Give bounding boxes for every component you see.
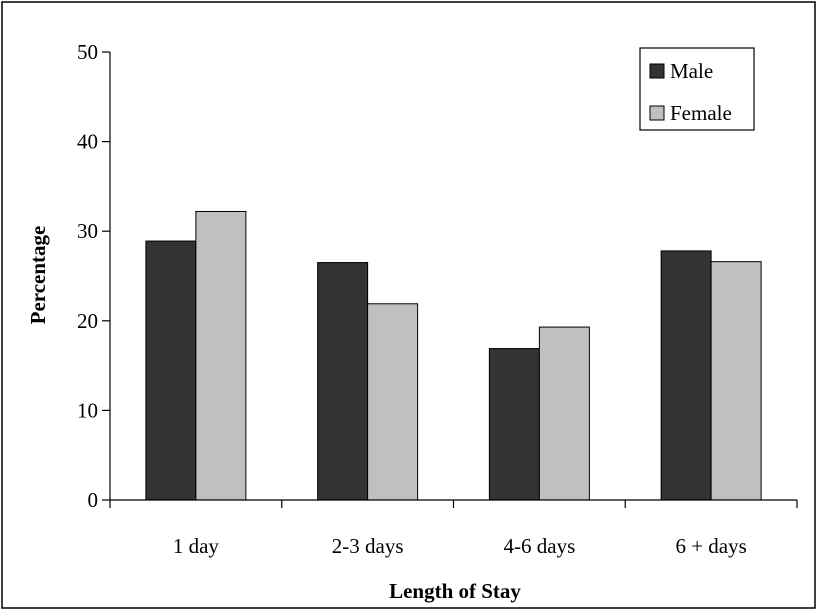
bar-male-4: [660, 250, 712, 501]
bar-female-4: [710, 261, 762, 501]
bar-female-3: [538, 326, 590, 501]
legend-swatch-female: [649, 105, 665, 121]
legend-swatch-male: [649, 63, 665, 79]
legend-label-female: Female: [670, 101, 732, 125]
axes-layer: [102, 51, 798, 508]
x-tick-label: 4-6 days: [504, 534, 576, 558]
bar-male-2: [317, 262, 369, 501]
x-axis-title: Length of Stay: [389, 579, 521, 603]
y-tick-label: 20: [77, 309, 98, 333]
legend-label-male: Male: [670, 59, 713, 83]
x-tick-label: 6 + days: [675, 534, 746, 558]
labels-layer: 1 day 2-3 days 4-6 days 6 + days 0 10 20 30 40 50: [77, 40, 747, 558]
x-tick-label: 1 day: [173, 534, 220, 558]
y-tick-label: 40: [77, 130, 98, 154]
bar-male-3: [488, 348, 540, 501]
y-tick-label: 0: [88, 488, 99, 512]
legend: Male Female: [639, 47, 755, 131]
y-tick-label: 30: [77, 219, 98, 243]
y-tick-label: 50: [77, 40, 98, 64]
bar-male-1: [145, 240, 197, 501]
x-tick-label: 2-3 days: [332, 534, 404, 558]
bar-female-2: [367, 303, 419, 501]
bar-female-1: [195, 210, 247, 501]
bars-layer: [145, 210, 762, 501]
y-tick-label: 10: [77, 398, 98, 422]
y-axis-title: Percentage: [26, 226, 50, 325]
